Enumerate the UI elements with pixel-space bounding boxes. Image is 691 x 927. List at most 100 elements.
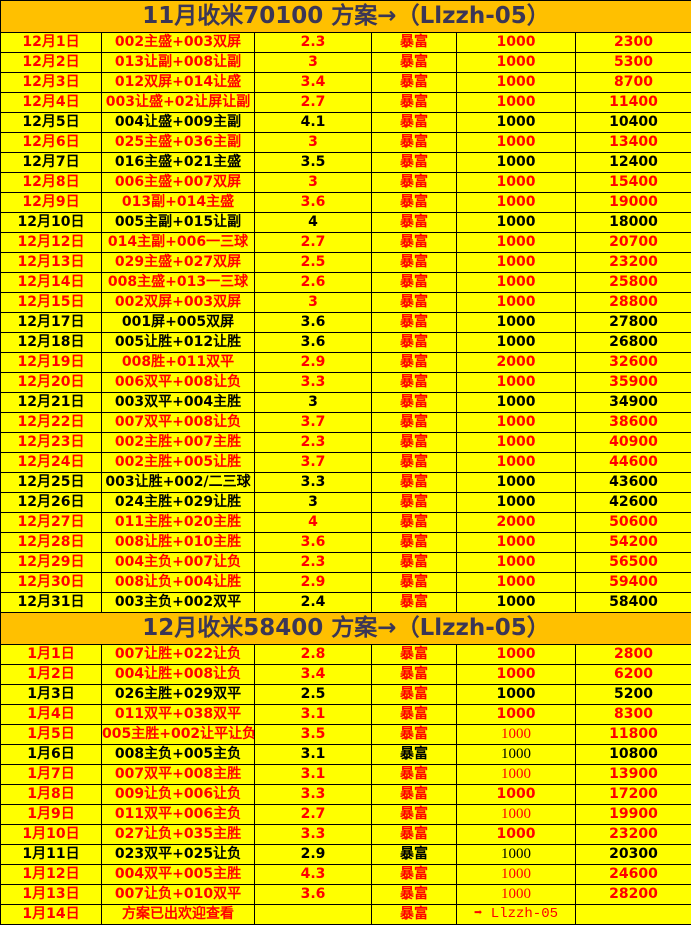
date-cell: 12月22日 — [0, 412, 102, 433]
pick-cell: 002主盛+003双屏 — [101, 32, 255, 53]
pick-cell: 方案已出欢迎查看 — [101, 904, 255, 925]
stake-cell: 1000 — [456, 332, 576, 353]
date-cell: 12月17日 — [0, 312, 102, 333]
date-cell: 12月8日 — [0, 172, 102, 193]
section-header-row: 12月收米58400 方案→（Llzzh-05） — [0, 612, 691, 645]
stake-cell: ➡ Llzzh-05 — [456, 904, 576, 925]
section-header-row: 11月收米70100 方案→（Llzzh-05） — [0, 0, 691, 33]
table-row: 1月5日 005主胜+002让平让负 3.5 暴富 1000 11800 — [0, 724, 691, 745]
date-cell: 1月9日 — [0, 804, 102, 825]
pick-cell: 005让胜+012让胜 — [101, 332, 255, 353]
pick-cell: 008胜+011双平 — [101, 352, 255, 373]
odds-cell: 2.7 — [254, 92, 372, 113]
label-cell: 暴富 — [371, 372, 457, 393]
date-cell: 12月31日 — [0, 592, 102, 613]
stake-cell: 1000 — [456, 432, 576, 453]
total-cell: 26800 — [574, 332, 691, 353]
odds-cell: 3.6 — [254, 192, 372, 213]
pick-cell: 007双平+008主胜 — [101, 764, 255, 785]
total-cell: 12400 — [574, 152, 691, 173]
total-cell: 58400 — [574, 592, 691, 613]
label-cell: 暴富 — [371, 72, 457, 93]
stake-cell: 1000 — [456, 232, 576, 253]
date-cell: 1月7日 — [0, 764, 102, 785]
stake-cell: 1000 — [456, 32, 576, 53]
odds-cell: 2.5 — [254, 684, 372, 705]
date-cell: 12月29日 — [0, 552, 102, 573]
odds-cell: 2.7 — [254, 232, 372, 253]
pick-cell: 011主胜+020主胜 — [101, 512, 255, 533]
date-cell: 12月20日 — [0, 372, 102, 393]
pick-cell: 011双平+038双平 — [101, 704, 255, 725]
pick-cell: 004让胜+008让负 — [101, 664, 255, 685]
pick-cell: 008主盛+013一三球 — [101, 272, 255, 293]
total-cell: 27800 — [574, 312, 691, 333]
total-cell: 43600 — [574, 472, 691, 493]
table-row: 12月26日 024主胜+029让胜 3 暴富 1000 42600 — [0, 492, 691, 513]
label-cell: 暴富 — [371, 172, 457, 193]
total-cell: 8700 — [574, 72, 691, 93]
label-cell: 暴富 — [371, 572, 457, 593]
table-row: 12月1日 002主盛+003双屏 2.3 暴富 1000 2300 — [0, 32, 691, 53]
label-cell: 暴富 — [371, 684, 457, 705]
odds-cell: 2.4 — [254, 592, 372, 613]
label-cell: 暴富 — [371, 552, 457, 573]
stake-cell: 1000 — [456, 744, 576, 765]
odds-cell: 3.5 — [254, 724, 372, 745]
pick-cell: 029主盛+027双屏 — [101, 252, 255, 273]
stake-cell: 1000 — [456, 312, 576, 333]
stake-cell: 1000 — [456, 644, 576, 665]
label-cell: 暴富 — [371, 704, 457, 725]
pick-cell: 014主副+006一三球 — [101, 232, 255, 253]
odds-cell: 3.4 — [254, 72, 372, 93]
total-cell: 19000 — [574, 192, 691, 213]
stake-cell: 1000 — [456, 704, 576, 725]
total-cell: 32600 — [574, 352, 691, 373]
pick-cell: 012双屏+014让盛 — [101, 72, 255, 93]
date-cell: 12月10日 — [0, 212, 102, 233]
stake-cell: 1000 — [456, 292, 576, 313]
date-cell: 1月6日 — [0, 744, 102, 765]
stake-cell: 1000 — [456, 272, 576, 293]
pick-cell: 002主胜+005让胜 — [101, 452, 255, 473]
total-cell: 24600 — [574, 864, 691, 885]
label-cell: 暴富 — [371, 744, 457, 765]
stake-cell: 2000 — [456, 512, 576, 533]
odds-cell: 2.5 — [254, 252, 372, 273]
table-row: 12月5日 004让盛+009主副 4.1 暴富 1000 10400 — [0, 112, 691, 133]
label-cell: 暴富 — [371, 472, 457, 493]
odds-cell: 3.4 — [254, 664, 372, 685]
date-cell: 12月6日 — [0, 132, 102, 153]
stake-cell: 1000 — [456, 192, 576, 213]
label-cell: 暴富 — [371, 412, 457, 433]
label-cell: 暴富 — [371, 884, 457, 905]
pick-cell: 003主负+002双平 — [101, 592, 255, 613]
odds-cell: 3 — [254, 132, 372, 153]
date-cell: 12月28日 — [0, 532, 102, 553]
table-row: 12月27日 011主胜+020主胜 4 暴富 2000 50600 — [0, 512, 691, 533]
label-cell: 暴富 — [371, 452, 457, 473]
pick-cell: 013让副+008让副 — [101, 52, 255, 73]
table-row: 12月10日 005主副+015让副 4 暴富 1000 18000 — [0, 212, 691, 233]
table-row: 12月20日 006双平+008让负 3.3 暴富 1000 35900 — [0, 372, 691, 393]
stake-cell: 1000 — [456, 252, 576, 273]
table-row: 1月2日 004让胜+008让负 3.4 暴富 1000 6200 — [0, 664, 691, 685]
odds-cell: 2.9 — [254, 572, 372, 593]
table-row: 1月14日 方案已出欢迎查看 暴富 ➡ Llzzh-05 — [0, 904, 691, 925]
total-cell: 23200 — [574, 252, 691, 273]
label-cell: 暴富 — [371, 352, 457, 373]
label-cell: 暴富 — [371, 232, 457, 253]
section-title: 12月收米58400 方案→（Llzzh-05） — [0, 612, 691, 645]
total-cell: 11400 — [574, 92, 691, 113]
stake-cell: 1000 — [456, 492, 576, 513]
date-cell: 1月13日 — [0, 884, 102, 905]
stake-cell: 1000 — [456, 472, 576, 493]
date-cell: 12月24日 — [0, 452, 102, 473]
label-cell: 暴富 — [371, 252, 457, 273]
odds-cell: 2.9 — [254, 844, 372, 865]
stake-cell: 1000 — [456, 804, 576, 825]
pick-cell: 026主胜+029双平 — [101, 684, 255, 705]
stake-cell: 1000 — [456, 52, 576, 73]
stake-cell: 1000 — [456, 212, 576, 233]
date-cell: 12月12日 — [0, 232, 102, 253]
